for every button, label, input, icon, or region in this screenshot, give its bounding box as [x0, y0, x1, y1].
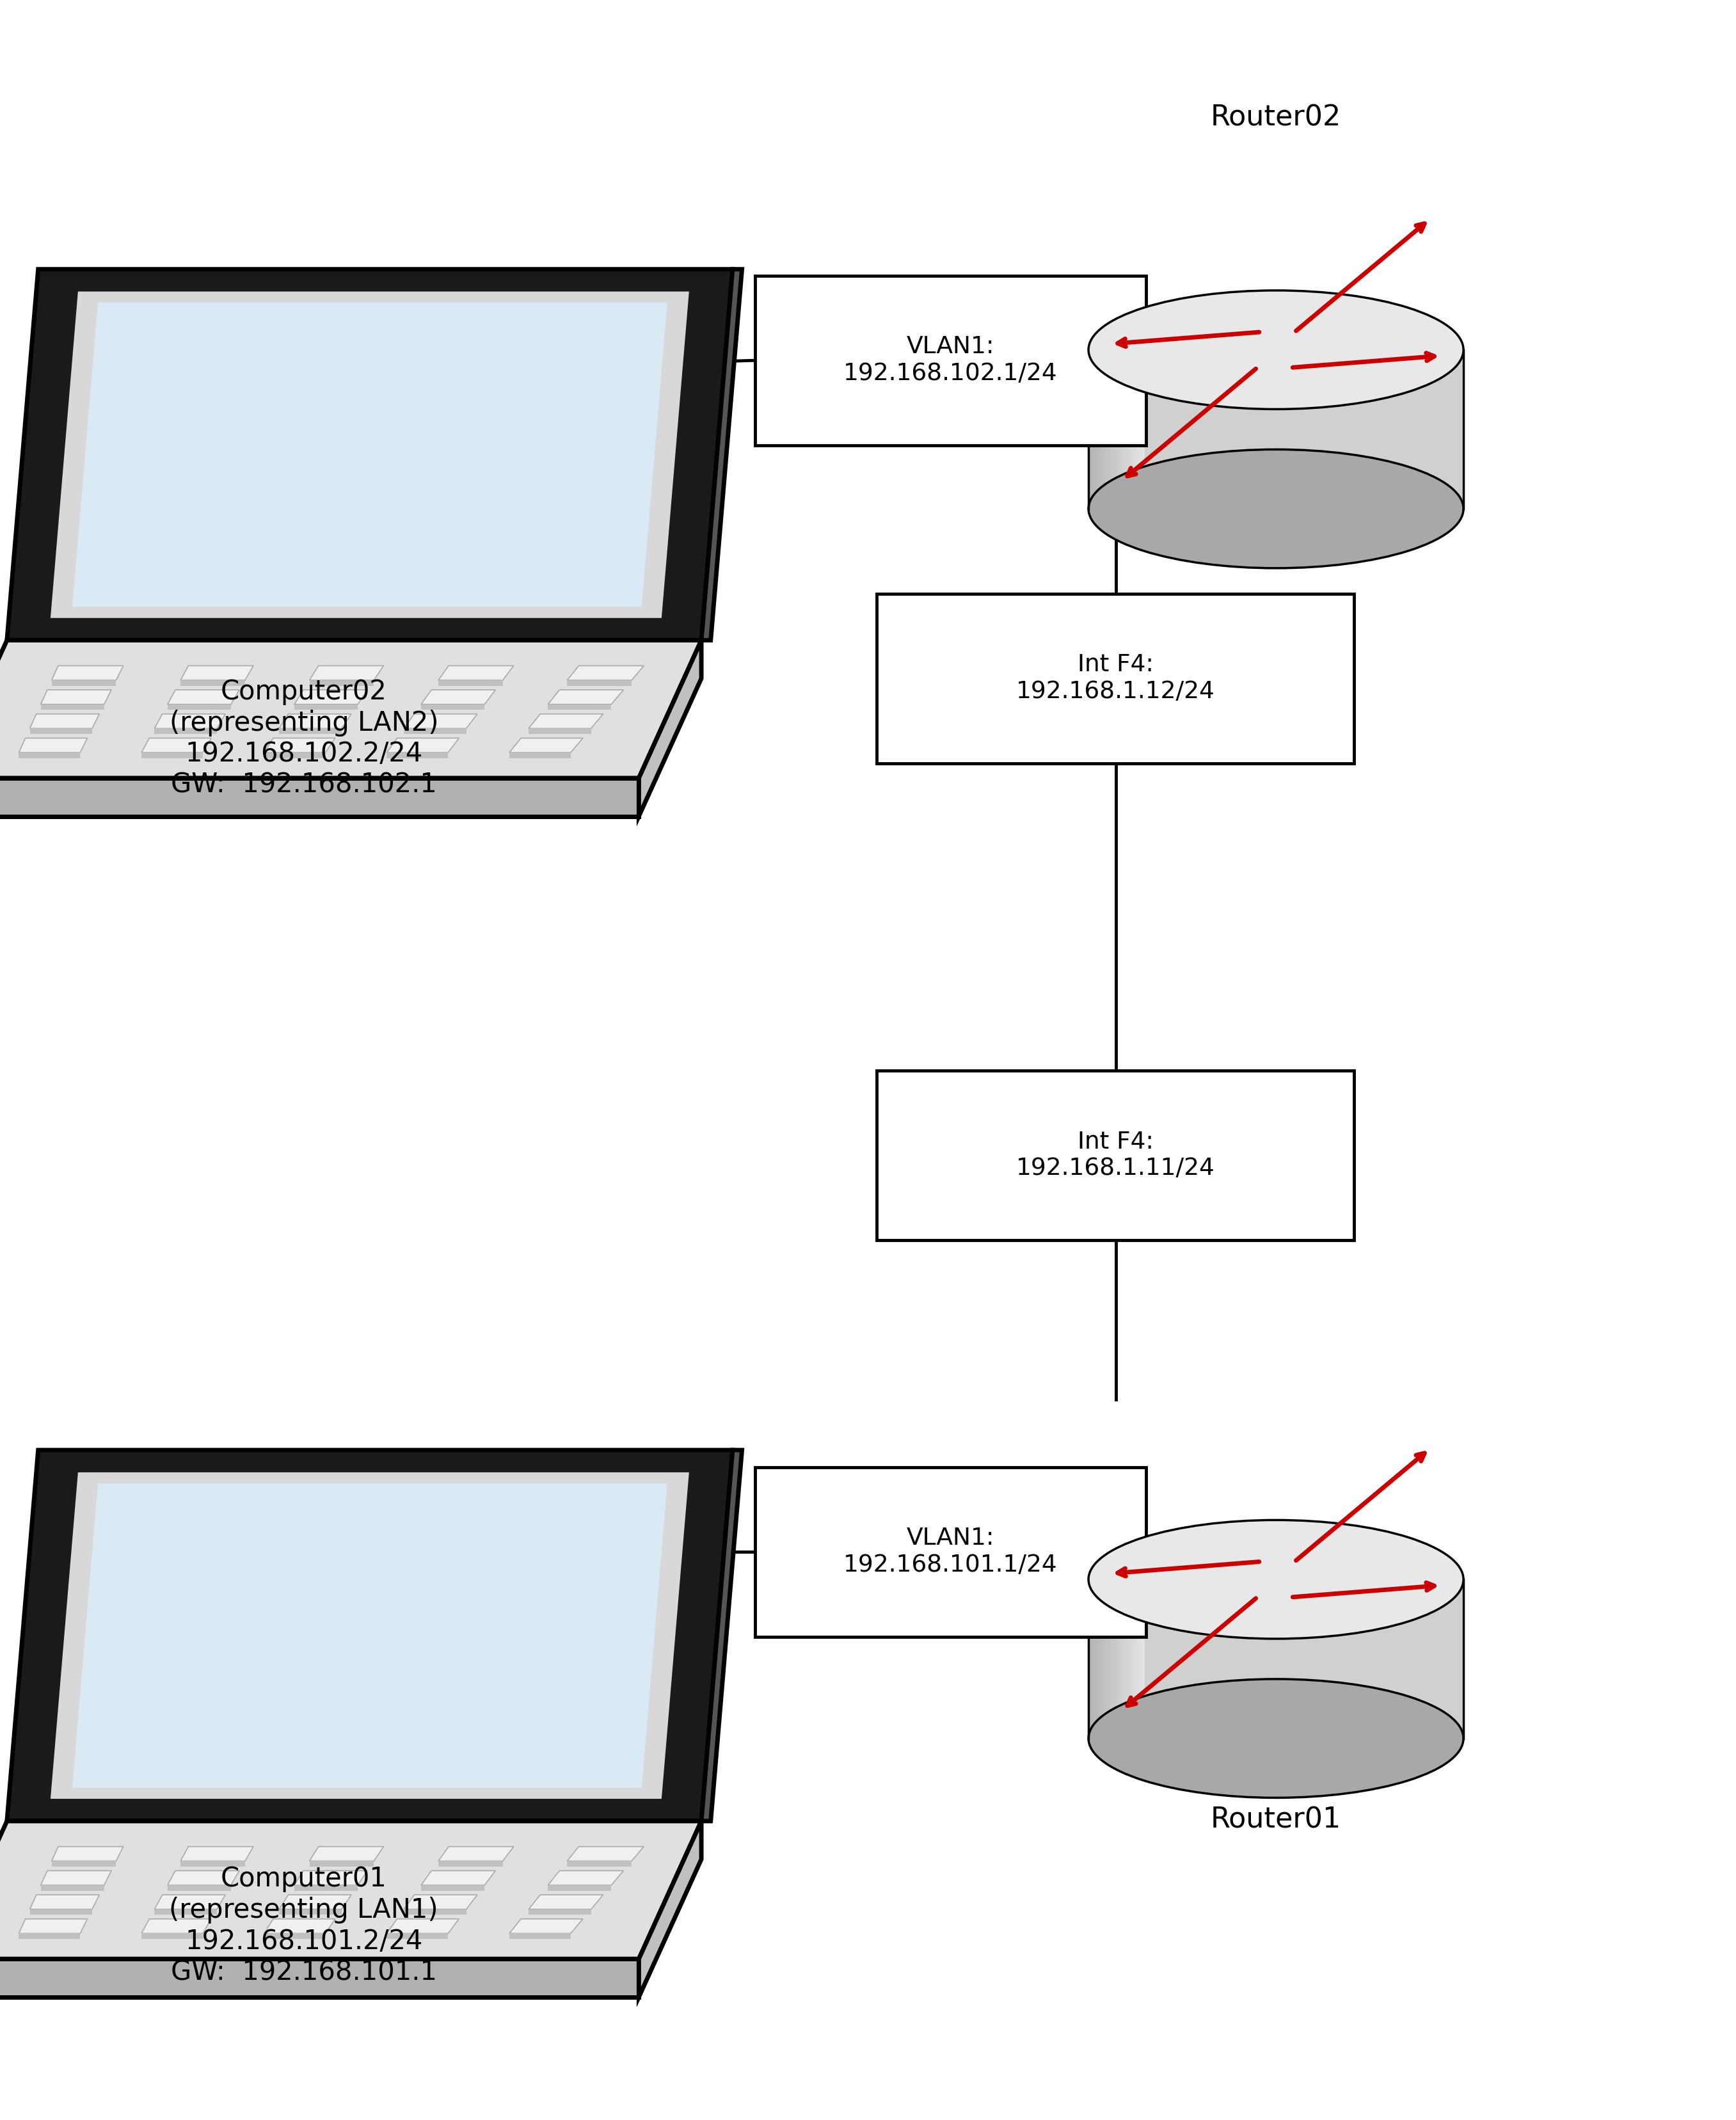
Polygon shape — [73, 1484, 667, 1787]
Polygon shape — [264, 753, 325, 759]
Polygon shape — [422, 689, 495, 704]
Polygon shape — [529, 1910, 590, 1914]
Polygon shape — [639, 1821, 701, 1997]
Polygon shape — [7, 1450, 733, 1821]
FancyBboxPatch shape — [877, 1071, 1354, 1240]
Polygon shape — [279, 1910, 342, 1914]
Polygon shape — [7, 269, 733, 640]
Polygon shape — [264, 1933, 325, 1940]
Polygon shape — [1130, 350, 1134, 509]
Polygon shape — [404, 714, 477, 729]
Text: Router02: Router02 — [1210, 104, 1342, 131]
Polygon shape — [50, 293, 689, 619]
Polygon shape — [1106, 1579, 1108, 1738]
Polygon shape — [1125, 1579, 1128, 1738]
Polygon shape — [568, 681, 632, 685]
Polygon shape — [30, 729, 92, 734]
Polygon shape — [639, 640, 701, 816]
Polygon shape — [19, 1919, 87, 1933]
Polygon shape — [1130, 1579, 1134, 1738]
Polygon shape — [1108, 1579, 1111, 1738]
Polygon shape — [1094, 1579, 1097, 1738]
Polygon shape — [387, 1933, 448, 1940]
Polygon shape — [1120, 350, 1121, 509]
Polygon shape — [387, 738, 458, 753]
Polygon shape — [52, 1847, 123, 1861]
Polygon shape — [1115, 1579, 1116, 1738]
Polygon shape — [1134, 350, 1137, 509]
Polygon shape — [73, 303, 667, 606]
Polygon shape — [529, 729, 590, 734]
Polygon shape — [1111, 350, 1115, 509]
Polygon shape — [181, 666, 253, 681]
Polygon shape — [141, 1933, 203, 1940]
Polygon shape — [422, 704, 484, 710]
Polygon shape — [155, 729, 217, 734]
Polygon shape — [549, 1870, 623, 1885]
Polygon shape — [19, 753, 80, 759]
Polygon shape — [509, 753, 571, 759]
FancyBboxPatch shape — [755, 276, 1146, 445]
Polygon shape — [1097, 350, 1099, 509]
Polygon shape — [30, 714, 99, 729]
Polygon shape — [181, 1847, 253, 1861]
Polygon shape — [422, 1870, 495, 1885]
Polygon shape — [404, 1895, 477, 1910]
Polygon shape — [167, 1870, 240, 1885]
Polygon shape — [509, 738, 583, 753]
Text: Router01: Router01 — [1210, 1806, 1342, 1834]
Polygon shape — [437, 1861, 503, 1866]
Polygon shape — [1092, 1579, 1094, 1738]
Polygon shape — [1125, 350, 1128, 509]
Polygon shape — [40, 1870, 111, 1885]
Polygon shape — [404, 1910, 467, 1914]
Polygon shape — [1121, 350, 1125, 509]
Polygon shape — [387, 1919, 458, 1933]
Polygon shape — [568, 1861, 632, 1866]
Polygon shape — [1128, 1579, 1130, 1738]
Polygon shape — [568, 666, 644, 681]
Ellipse shape — [1088, 449, 1463, 568]
Polygon shape — [0, 1959, 639, 1997]
Polygon shape — [181, 1861, 245, 1866]
Polygon shape — [422, 1885, 484, 1891]
Polygon shape — [40, 1885, 104, 1891]
Polygon shape — [549, 689, 623, 704]
Polygon shape — [155, 1895, 226, 1910]
Polygon shape — [701, 1450, 741, 1821]
FancyBboxPatch shape — [755, 1467, 1146, 1637]
Polygon shape — [529, 1895, 602, 1910]
Polygon shape — [141, 753, 203, 759]
Polygon shape — [1121, 1579, 1125, 1738]
Text: VLAN1:
192.168.102.1/24: VLAN1: 192.168.102.1/24 — [844, 335, 1057, 386]
Polygon shape — [167, 689, 240, 704]
Polygon shape — [181, 681, 245, 685]
Polygon shape — [1099, 1579, 1102, 1738]
Polygon shape — [1094, 350, 1097, 509]
Text: Int F4:
192.168.1.11/24: Int F4: 192.168.1.11/24 — [1016, 1130, 1215, 1181]
Polygon shape — [509, 1933, 571, 1940]
Polygon shape — [1139, 350, 1142, 509]
Polygon shape — [1142, 1579, 1144, 1738]
Polygon shape — [568, 1847, 644, 1861]
Polygon shape — [279, 1895, 351, 1910]
Polygon shape — [1102, 350, 1106, 509]
Polygon shape — [295, 1870, 368, 1885]
Text: Computer02
(representing LAN2)
192.168.102.2/24
GW:  192.168.102.1: Computer02 (representing LAN2) 192.168.1… — [170, 678, 437, 799]
Polygon shape — [295, 689, 368, 704]
Polygon shape — [1102, 1579, 1106, 1738]
Polygon shape — [1108, 350, 1111, 509]
Polygon shape — [1134, 1579, 1137, 1738]
Polygon shape — [30, 1895, 99, 1910]
Polygon shape — [549, 1885, 611, 1891]
Polygon shape — [1097, 1579, 1099, 1738]
Polygon shape — [1115, 350, 1116, 509]
Polygon shape — [52, 666, 123, 681]
Polygon shape — [0, 778, 639, 816]
Polygon shape — [309, 1847, 384, 1861]
Polygon shape — [1137, 1579, 1139, 1738]
Polygon shape — [1120, 1579, 1121, 1738]
Polygon shape — [279, 729, 342, 734]
Polygon shape — [279, 714, 351, 729]
Polygon shape — [155, 714, 226, 729]
